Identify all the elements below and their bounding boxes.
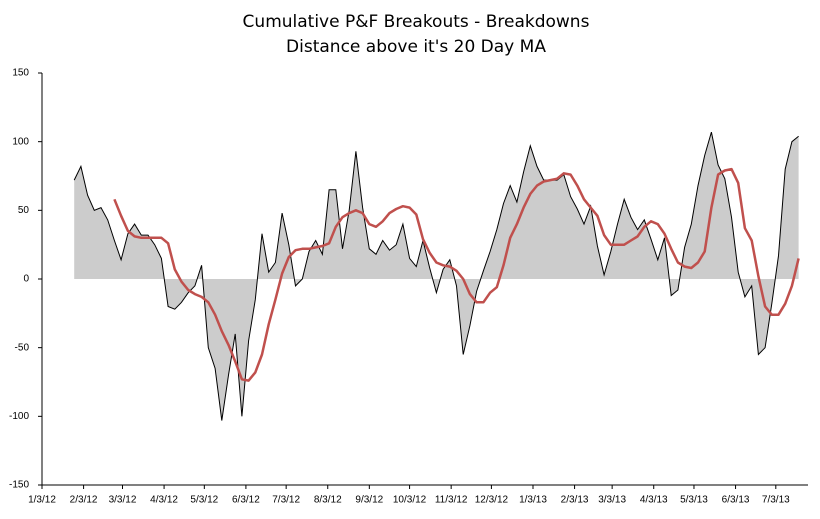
y-tick-label: 100 [12, 136, 29, 147]
x-tick-label: 6/3/13 [722, 495, 750, 506]
area-fill [74, 132, 799, 421]
x-tick-label: 6/3/12 [232, 495, 260, 506]
x-tick-label: 7/3/12 [272, 495, 300, 506]
chart-subtitle: Distance above it's 20 Day MA [286, 37, 546, 57]
x-tick-label: 8/3/12 [314, 495, 342, 506]
x-tick-label: 1/3/12 [28, 495, 56, 506]
x-tick-label: 11/3/12 [435, 495, 468, 506]
x-tick-label: 4/3/12 [150, 495, 178, 506]
x-tick-label: 7/3/13 [762, 495, 790, 506]
y-tick-label: 150 [12, 68, 29, 79]
x-tick-label: 10/3/12 [393, 495, 427, 506]
x-tick-label: 3/3/12 [109, 495, 137, 506]
x-tick-label: 4/3/13 [640, 495, 668, 506]
y-tick-label: -100 [9, 411, 29, 422]
y-tick-label: 0 [23, 274, 29, 285]
x-tick-label: 1/3/13 [519, 495, 547, 506]
x-tick-label: 2/3/12 [70, 495, 98, 506]
chart-title: Cumulative P&F Breakouts - Breakdowns [243, 12, 590, 32]
x-tick-label: 9/3/12 [355, 495, 383, 506]
area-outline [73, 131, 799, 421]
y-tick-label: -150 [9, 480, 29, 491]
x-tick-label: 3/3/13 [598, 495, 626, 506]
x-tick-label: 5/3/12 [190, 495, 218, 506]
x-tick-label: 5/3/13 [680, 495, 708, 506]
y-tick-label: 50 [18, 205, 30, 216]
y-tick-label: -50 [15, 342, 30, 353]
x-tick-label: 2/3/13 [561, 495, 589, 506]
x-tick-label: 12/3/12 [475, 495, 509, 506]
line [113, 167, 800, 382]
